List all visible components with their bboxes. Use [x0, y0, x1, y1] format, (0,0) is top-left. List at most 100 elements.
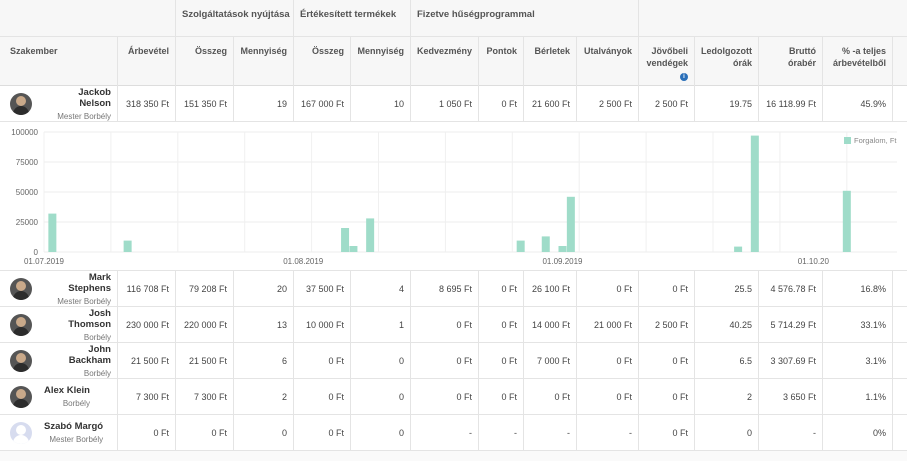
rate-cell: 4 576.78 Ft: [758, 271, 822, 306]
y-tick-label: 25000: [16, 218, 39, 227]
svc-qty-cell: 19: [233, 86, 293, 121]
col-share[interactable]: % -a teljes árbevételből: [822, 37, 892, 86]
specialist-name: Josh Thomson: [68, 307, 111, 330]
svc-qty-cell: 0: [233, 415, 293, 450]
rate-cell: 3 650 Ft: [758, 379, 822, 414]
chart-bar: [366, 218, 375, 252]
table-row[interactable]: Jackob Nelson Mester Borbély 318 350 Ft …: [0, 86, 907, 122]
chart-bar: [349, 246, 358, 252]
y-tick-label: 0: [34, 248, 39, 257]
col-prod-qty[interactable]: Mennyiség: [350, 37, 410, 86]
y-tick-label: 50000: [16, 188, 39, 197]
table-row-partial: [0, 451, 907, 461]
rate-cell: -: [758, 415, 822, 450]
col-svc-amount[interactable]: Összeg: [175, 37, 233, 86]
chart-bar: [516, 240, 525, 252]
x-tick-label: 01.09.2019: [542, 257, 583, 266]
col-passes[interactable]: Bérletek: [523, 37, 576, 86]
info-icon[interactable]: i: [680, 73, 688, 81]
avatar: [10, 277, 32, 300]
specialist-name: John Backham: [68, 343, 111, 366]
extra-cell: [892, 86, 907, 121]
group-header-empty-1: [0, 0, 117, 37]
prod-qty-cell: 0: [350, 343, 410, 378]
col-gross-rate[interactable]: Bruttó órabér: [758, 37, 822, 86]
prod-amount-cell: 37 500 Ft: [293, 271, 350, 306]
svc-amount-cell: 220 000 Ft: [175, 307, 233, 342]
col-specialist[interactable]: Szakember: [10, 46, 58, 56]
chart-bar: [48, 213, 57, 252]
chart-bar: [842, 190, 851, 252]
specialist-cell[interactable]: Szabó Margó Mester Borbély: [0, 415, 117, 450]
share-cell: 3.1%: [822, 343, 892, 378]
vouchers-cell: -: [576, 415, 638, 450]
revenue-cell: 7 300 Ft: [117, 379, 175, 414]
table-row[interactable]: John Backham Borbély 21 500 Ft 21 500 Ft 6…: [0, 343, 907, 379]
x-tick-label: 01.08.2019: [283, 257, 324, 266]
group-header-row: [0, 0, 907, 37]
specialist-cell[interactable]: Josh Thomson Borbély: [0, 307, 117, 342]
points-cell: 0 Ft: [478, 86, 523, 121]
specialist-role: Borbély: [83, 332, 111, 342]
passes-cell: -: [523, 415, 576, 450]
prod-amount-cell: 0 Ft: [293, 415, 350, 450]
revenue-cell: 21 500 Ft: [117, 343, 175, 378]
prod-amount-cell: 10 000 Ft: [293, 307, 350, 342]
specialist-role: Mester Borbély: [57, 296, 111, 306]
revenue-cell: 116 708 Ft: [117, 271, 175, 306]
hours-cell: 0: [694, 415, 758, 450]
points-cell: 0 Ft: [478, 307, 523, 342]
prod-qty-cell: 1: [350, 307, 410, 342]
extra-cell: [892, 379, 907, 414]
specialist-cell[interactable]: John Backham Borbély: [0, 343, 117, 378]
share-cell: 16.8%: [822, 271, 892, 306]
table-row[interactable]: Josh Thomson Borbély 230 000 Ft 220 000 F…: [0, 307, 907, 343]
svc-amount-cell: 79 208 Ft: [175, 271, 233, 306]
avatar: [10, 385, 32, 408]
col-extra: [892, 37, 907, 86]
vouchers-cell: 0 Ft: [576, 271, 638, 306]
col-prod-amount[interactable]: Összeg: [293, 37, 350, 86]
extra-cell: [892, 307, 907, 342]
table-row[interactable]: Alex Klein Borbély 7 300 Ft 7 300 Ft 2 0 Ft…: [0, 379, 907, 415]
prod-amount-cell: 0 Ft: [293, 379, 350, 414]
revenue-cell: 318 350 Ft: [117, 86, 175, 121]
future-cell: 2 500 Ft: [638, 307, 694, 342]
specialist-role: Borbély: [62, 399, 90, 408]
col-svc-qty[interactable]: Mennyiség: [233, 37, 293, 86]
col-future-guests[interactable]: Jövőbeli vendégek i: [638, 37, 694, 86]
prod-amount-cell: 167 000 Ft: [293, 86, 350, 121]
col-points[interactable]: Pontok: [478, 37, 523, 86]
passes-cell: 7 000 Ft: [523, 343, 576, 378]
x-tick-label: 01.07.2019: [24, 257, 65, 266]
svc-amount-cell: 151 350 Ft: [175, 86, 233, 121]
y-tick-label: 75000: [16, 158, 39, 167]
col-vouchers[interactable]: Utalványok: [576, 37, 638, 86]
chart-bar: [566, 196, 575, 252]
specialist-role: Mester Borbély: [49, 435, 104, 444]
legend-swatch: [844, 137, 851, 144]
col-revenue[interactable]: Árbevétel: [117, 37, 175, 86]
chart-svg: 100000 75000 50000 25000 001.07.2019 01.08.20…: [11, 128, 897, 266]
table-row[interactable]: Mark Stephens Mester Borbély 116 708 Ft 7…: [0, 271, 907, 307]
prod-amount-cell: 0 Ft: [293, 343, 350, 378]
svc-qty-cell: 13: [233, 307, 293, 342]
col-hours[interactable]: Ledolgozott órák: [694, 37, 758, 86]
discount-cell: 8 695 Ft: [410, 271, 478, 306]
specialist-cell[interactable]: Jackob Nelson Mester Borbély: [0, 86, 117, 121]
hours-cell: 6.5: [694, 343, 758, 378]
col-discount[interactable]: Kedvezmény: [410, 37, 478, 86]
hours-cell: 40.25: [694, 307, 758, 342]
table-row[interactable]: Szabó Margó Mester Borbély 0 Ft 0 Ft 0 0 Ft…: [0, 415, 907, 451]
vouchers-cell: 0 Ft: [576, 379, 638, 414]
discount-cell: 0 Ft: [410, 379, 478, 414]
svc-qty-cell: 6: [233, 343, 293, 378]
prod-qty-cell: 0: [350, 379, 410, 414]
revenue-cell: 0 Ft: [117, 415, 175, 450]
specialist-role: Borbély: [83, 368, 111, 378]
extra-cell: [892, 415, 907, 450]
share-cell: 0%: [822, 415, 892, 450]
specialist-cell[interactable]: Mark Stephens Mester Borbély: [0, 271, 117, 306]
chart-bar: [734, 246, 743, 252]
specialist-cell[interactable]: Alex Klein Borbély: [0, 379, 117, 414]
